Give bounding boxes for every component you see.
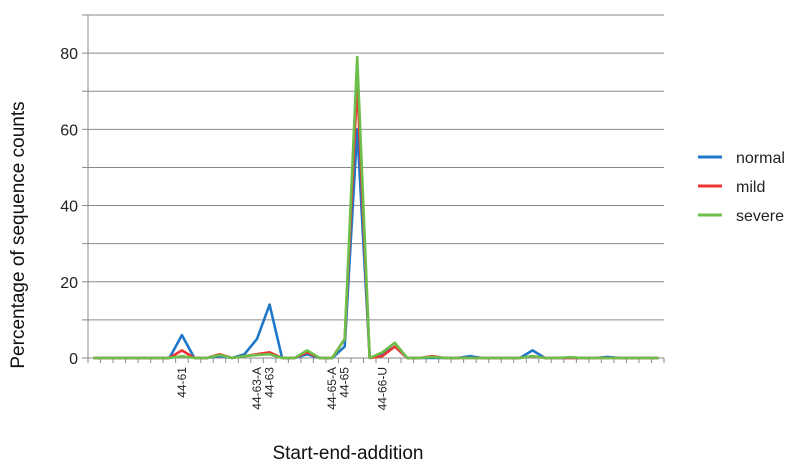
legend-label-mild: mild [736,179,765,196]
y-tick-label: 60 [60,122,78,139]
y-axis: 0 20 40 60 80 [60,14,89,368]
series-line-severe [93,55,660,360]
y-tick-label: 40 [60,199,78,216]
y-axis-title: Percentage of sequence counts [8,101,29,368]
x-tick-label: 44-61 [175,367,189,398]
legend-label-severe: severe [736,208,784,225]
gridlines [88,14,664,321]
x-axis: 44-61 44-63-A44-63 44-65-A44-65 44-66-U [87,357,665,410]
legend-label-normal: normal [736,150,785,167]
x-tick-label: 44-63-A [250,367,264,410]
y-tick-label: 80 [60,46,78,63]
series-lines [93,55,660,360]
x-tick-label: 44-63 [263,367,277,398]
x-tick-label: 44-65-A [325,367,339,410]
x-tick-label: 44-65 [338,367,352,398]
x-tick-label: 44-66-U [375,367,389,410]
legend: normal mild severe [698,150,785,225]
y-tick-label: 20 [60,275,78,292]
y-tick-label: 0 [69,351,78,368]
series-line-mild [93,82,660,360]
x-axis-title: Start-end-addition [272,443,423,464]
